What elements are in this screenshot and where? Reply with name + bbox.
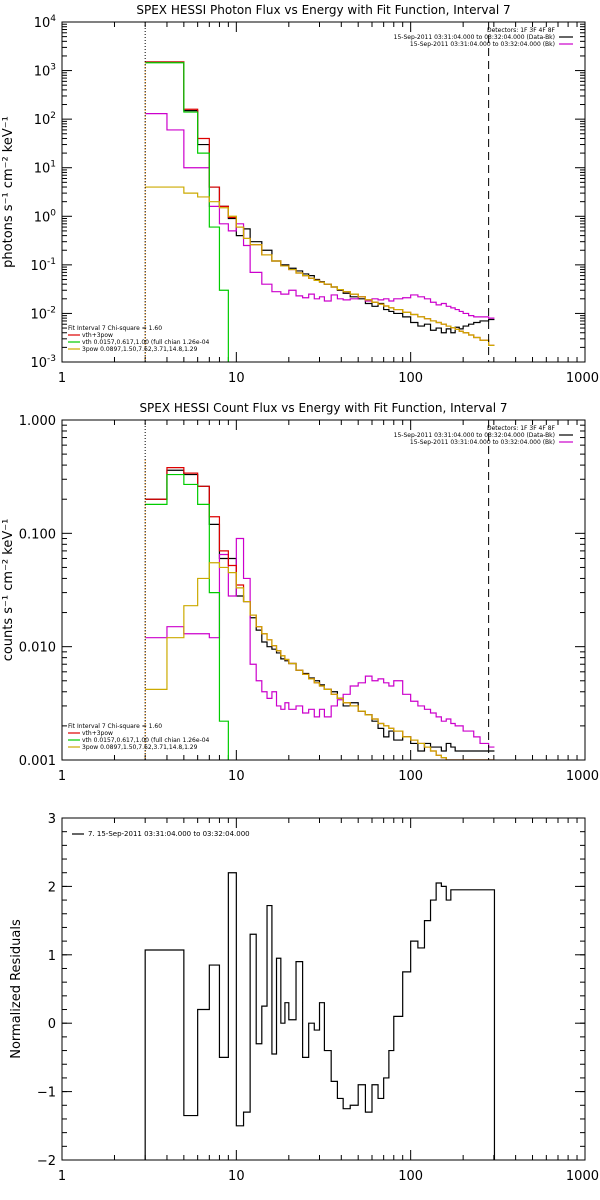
series-group <box>145 467 495 760</box>
y-axis-label: counts s⁻¹ cm⁻² keV⁻¹ <box>1 519 16 662</box>
legend-entry-text: Detectors: 1F 3F 4F 8F <box>487 27 556 34</box>
y-tick-label: 10-3 <box>30 354 56 371</box>
y-tick-exponent: -2 <box>47 305 56 315</box>
legend-entry-text: vth 0.0157,0.617,1.00 (full chian 1.26e-… <box>82 737 210 744</box>
legend-entry-text: vth 0.0157,0.617,1.00 (full chian 1.26e-… <box>82 339 210 346</box>
y-tick-label: 100 <box>34 208 57 225</box>
y-tick-label: 2 <box>48 880 56 895</box>
chart-title: SPEX HESSI Photon Flux vs Energy with Fi… <box>136 3 510 17</box>
y-tick-base: 10 <box>30 259 47 274</box>
x-tick-label: 10 <box>228 371 245 386</box>
y-tick-label: 1 <box>48 949 56 964</box>
y-tick-label: −2 <box>37 1154 56 1169</box>
y-tick-exponent: 0 <box>50 208 56 218</box>
y-axis-label: photons s⁻¹ cm⁻² keV⁻¹ <box>1 116 16 268</box>
x-tick-label: 10 <box>228 1169 245 1184</box>
chart-title: SPEX HESSI Count Flux vs Energy with Fit… <box>139 401 507 415</box>
y-tick-label: −1 <box>37 1086 56 1101</box>
y-tick-label: 102 <box>34 111 56 128</box>
legend-entry-text: 3pow 0.0897,1.50,7.62,3.71,14.8,1.29 <box>82 744 198 751</box>
series-line-1 <box>145 537 495 748</box>
y-tick-label: 3 <box>48 812 56 827</box>
series-line-3 <box>145 62 229 362</box>
y-tick-base: 10 <box>34 16 51 31</box>
x-tick-label: 1000 <box>566 1169 599 1184</box>
y-tick-exponent: 1 <box>50 160 56 170</box>
y-tick-label: 0.010 <box>19 641 56 656</box>
y-tick-label: 10-1 <box>30 257 56 274</box>
x-tick-label: 1 <box>58 371 66 386</box>
legend-entry-text: 3pow 0.0897,1.50,7.62,3.71,14.8,1.29 <box>82 346 198 353</box>
legend-entry-text: vth+3pow <box>82 332 113 339</box>
y-tick-label: 1.000 <box>19 414 56 429</box>
plot-frame <box>61 419 586 761</box>
y-tick-label: 104 <box>34 14 57 31</box>
count-flux-panel: SPEX HESSI Count Flux vs Energy with Fit… <box>1 401 599 784</box>
x-tick-label: 10 <box>228 769 245 784</box>
series-line-2 <box>145 61 495 346</box>
legend-entry-text: Fit Interval 7 Chi-square = 1.60 <box>68 723 162 730</box>
series-line-1 <box>145 113 495 319</box>
y-tick-base: 10 <box>34 210 51 225</box>
y-tick-label: 0.001 <box>19 754 56 769</box>
series-line-4 <box>145 562 495 760</box>
series-group <box>144 872 496 1160</box>
y-tick-exponent: 3 <box>50 63 56 73</box>
y-axis-label: Normalized Residuals <box>9 919 24 1059</box>
y-tick-exponent: 4 <box>50 14 56 24</box>
y-tick-exponent: -3 <box>47 354 56 364</box>
x-tick-label: 1 <box>58 769 66 784</box>
series-group <box>145 61 495 362</box>
y-tick-label: 103 <box>34 63 56 80</box>
y-tick-base: 10 <box>34 65 51 80</box>
series-line-3 <box>145 473 229 760</box>
legend-entry-text: 7. 15-Sep-2011 03:31:04.000 to 03:32:04.… <box>88 830 250 838</box>
y-tick-base: 10 <box>34 113 51 128</box>
x-tick-label: 100 <box>398 769 423 784</box>
x-tick-label: 1 <box>58 1169 66 1184</box>
series-line-4 <box>145 186 495 346</box>
y-tick-label: 101 <box>34 160 56 177</box>
y-tick-base: 10 <box>34 162 51 177</box>
legend-entry-text: 15-Sep-2011 03:31:04.000 to 03:32:04.000… <box>410 439 555 446</box>
y-tick-base: 10 <box>30 307 47 322</box>
legend-entry-text: 15-Sep-2011 03:31:04.000 to 03:32:04.000… <box>394 432 555 439</box>
y-tick-exponent: -1 <box>47 257 56 267</box>
x-tick-label: 1000 <box>566 769 599 784</box>
legend-entry-text: Fit Interval 7 Chi-square = 1.60 <box>68 325 162 332</box>
x-tick-label: 100 <box>398 371 423 386</box>
legend-entry-text: vth+3pow <box>82 730 113 737</box>
y-tick-exponent: 2 <box>50 111 56 121</box>
y-tick-base: 10 <box>30 356 47 371</box>
residuals-panel: Normalized Residuals 1 10 100 1000 −2 −1 0 1 2 3 7.… <box>9 812 599 1184</box>
legend-entry-text: 15-Sep-2011 03:31:04.000 to 03:32:04.000… <box>394 34 555 41</box>
x-tick-label: 100 <box>398 1169 423 1184</box>
photon-flux-panel: SPEX HESSI Photon Flux vs Energy with Fi… <box>1 3 599 386</box>
plot-frame <box>61 817 586 1161</box>
y-tick-label: 0.100 <box>19 527 56 542</box>
y-tick-label: 10-2 <box>30 305 56 322</box>
y-tick-label: 0 <box>48 1017 56 1032</box>
legend-entry-text: Detectors: 1F 3F 4F 8F <box>487 425 556 432</box>
legend-entry-text: 15-Sep-2011 03:31:04.000 to 03:32:04.000… <box>410 41 555 48</box>
series-line-0 <box>144 872 496 1160</box>
plot-frame <box>61 21 586 363</box>
x-tick-label: 1000 <box>566 371 599 386</box>
